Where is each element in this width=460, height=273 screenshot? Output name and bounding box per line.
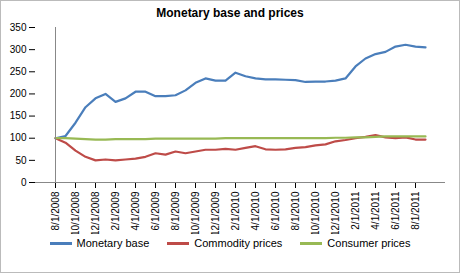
svg-text:300: 300 [10,44,27,55]
svg-text:10/1/2009: 10/1/2009 [190,191,201,234]
svg-text:2/1/2010: 2/1/2010 [230,191,241,230]
svg-text:4/1/2009: 4/1/2009 [130,191,141,230]
svg-text:10/1/2008: 10/1/2008 [70,191,81,234]
html-text:Consumer prices: Consumer prices [327,237,411,249]
svg-text:150: 150 [10,110,27,121]
svg-text:6/1/2011: 6/1/2011 [390,191,401,230]
svg-text:2/1/2011: 2/1/2011 [350,191,361,230]
svg-text:12/1/2009: 12/1/2009 [210,191,221,234]
html-text:Monetary base and prices: Monetary base and prices [156,6,304,20]
svg-text:350: 350 [10,22,27,33]
svg-text:12/1/2010: 12/1/2010 [330,191,341,234]
svg-text:250: 250 [10,66,27,77]
svg-text:2/1/2009: 2/1/2009 [110,191,121,230]
svg-text:12/1/2008: 12/1/2008 [90,191,101,234]
svg-text:10/1/2010: 10/1/2010 [310,191,321,234]
svg-text:4/1/2010: 4/1/2010 [250,191,261,230]
svg-text:200: 200 [10,88,27,99]
svg-text:4/1/2011: 4/1/2011 [370,191,381,230]
svg-text:8/1/2011: 8/1/2011 [410,191,421,230]
html-text:Commodity prices: Commodity prices [194,237,283,249]
svg-text:0: 0 [21,177,27,188]
svg-text:8/1/2010: 8/1/2010 [290,191,301,230]
svg-text:6/1/2010: 6/1/2010 [270,191,281,230]
html-text:Monetary base: Monetary base [76,237,150,249]
svg-text:50: 50 [15,155,27,166]
svg-text:6/1/2009: 6/1/2009 [150,191,161,230]
svg-text:8/1/2008: 8/1/2008 [50,191,61,230]
svg-text:8/1/2009: 8/1/2009 [170,191,181,230]
svg-text:100: 100 [10,132,27,143]
